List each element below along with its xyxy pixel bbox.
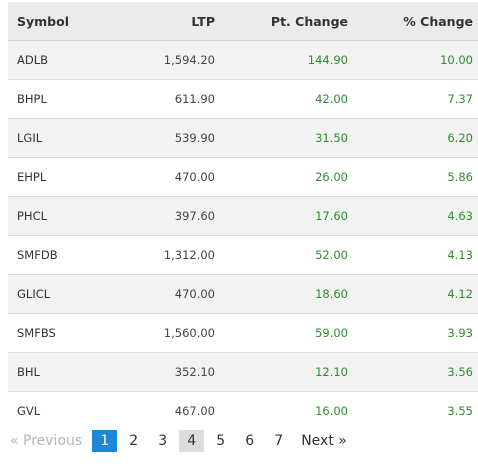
pt-change-cell: 12.10: [215, 352, 348, 392]
table-row[interactable]: BHPL 611.90 42.00 7.37: [8, 79, 478, 119]
page-7-button[interactable]: 7: [274, 433, 284, 449]
symbol-cell: ADLB: [8, 40, 105, 80]
symbol-cell: GVL: [8, 391, 105, 430]
table-row[interactable]: LGIL 539.90 31.50 6.20: [8, 118, 478, 158]
page-2-button[interactable]: 2: [129, 433, 139, 449]
pct-change-cell: 6.20: [348, 118, 478, 158]
page-3-button[interactable]: 3: [158, 433, 168, 449]
pct-change-cell: 5.86: [348, 157, 478, 197]
header-pt-change[interactable]: Pt. Change: [215, 2, 348, 41]
ltp-cell: 1,560.00: [105, 313, 215, 353]
ltp-cell: 1,312.00: [105, 235, 215, 275]
header-row: Symbol LTP Pt. Change % Change: [8, 2, 478, 41]
page-4-button[interactable]: 4: [179, 430, 205, 452]
table-row[interactable]: ADLB 1,594.20 144.90 10.00: [8, 40, 478, 80]
gainers-table-container: Symbol LTP Pt. Change % Change ADLB 1,594…: [8, 2, 478, 430]
pct-change-cell: 4.63: [348, 196, 478, 236]
symbol-cell: PHCL: [8, 196, 105, 236]
ltp-cell: 470.00: [105, 157, 215, 197]
pt-change-cell: 144.90: [215, 40, 348, 80]
page-1-button[interactable]: 1: [92, 430, 118, 452]
pt-change-cell: 26.00: [215, 157, 348, 197]
pct-change-cell: 3.55: [348, 391, 478, 430]
pt-change-cell: 59.00: [215, 313, 348, 353]
table-header: Symbol LTP Pt. Change % Change: [8, 2, 478, 41]
header-symbol[interactable]: Symbol: [8, 2, 105, 41]
ltp-cell: 470.00: [105, 274, 215, 314]
ltp-cell: 397.60: [105, 196, 215, 236]
pt-change-cell: 17.60: [215, 196, 348, 236]
ltp-cell: 352.10: [105, 352, 215, 392]
table-row[interactable]: EHPL 470.00 26.00 5.86: [8, 157, 478, 197]
pt-change-cell: 31.50: [215, 118, 348, 158]
table-row[interactable]: GVL 467.00 16.00 3.55: [8, 391, 478, 430]
ltp-cell: 611.90: [105, 79, 215, 119]
pct-change-cell: 4.12: [348, 274, 478, 314]
table-body: ADLB 1,594.20 144.90 10.00 BHPL 611.90 42.00 7.…: [8, 40, 478, 430]
pt-change-cell: 42.00: [215, 79, 348, 119]
table-row[interactable]: SMFBS 1,560.00 59.00 3.93: [8, 313, 478, 353]
next-page-link[interactable]: Next »: [301, 433, 347, 449]
symbol-cell: SMFDB: [8, 235, 105, 275]
table-row[interactable]: PHCL 397.60 17.60 4.63: [8, 196, 478, 236]
pct-change-cell: 3.56: [348, 352, 478, 392]
symbol-cell: BHPL: [8, 79, 105, 119]
page-6-button[interactable]: 6: [245, 433, 255, 449]
ltp-cell: 539.90: [105, 118, 215, 158]
gainers-table: Symbol LTP Pt. Change % Change ADLB 1,594…: [8, 2, 478, 430]
pt-change-cell: 18.60: [215, 274, 348, 314]
pct-change-cell: 7.37: [348, 79, 478, 119]
table-row[interactable]: BHL 352.10 12.10 3.56: [8, 352, 478, 392]
symbol-cell: GLICL: [8, 274, 105, 314]
header-pct-change[interactable]: % Change: [348, 2, 478, 41]
table-row[interactable]: GLICL 470.00 18.60 4.12: [8, 274, 478, 314]
header-ltp[interactable]: LTP: [105, 2, 215, 41]
symbol-cell: BHL: [8, 352, 105, 392]
page-5-button[interactable]: 5: [216, 433, 226, 449]
pt-change-cell: 52.00: [215, 235, 348, 275]
table-row[interactable]: SMFDB 1,312.00 52.00 4.13: [8, 235, 478, 275]
pct-change-cell: 3.93: [348, 313, 478, 353]
symbol-cell: SMFBS: [8, 313, 105, 353]
ltp-cell: 1,594.20: [105, 40, 215, 80]
ltp-cell: 467.00: [105, 391, 215, 430]
previous-page-link[interactable]: « Previous: [10, 433, 83, 449]
symbol-cell: LGIL: [8, 118, 105, 158]
pt-change-cell: 16.00: [215, 391, 348, 430]
pct-change-cell: 10.00: [348, 40, 478, 80]
pct-change-cell: 4.13: [348, 235, 478, 275]
symbol-cell: EHPL: [8, 157, 105, 197]
